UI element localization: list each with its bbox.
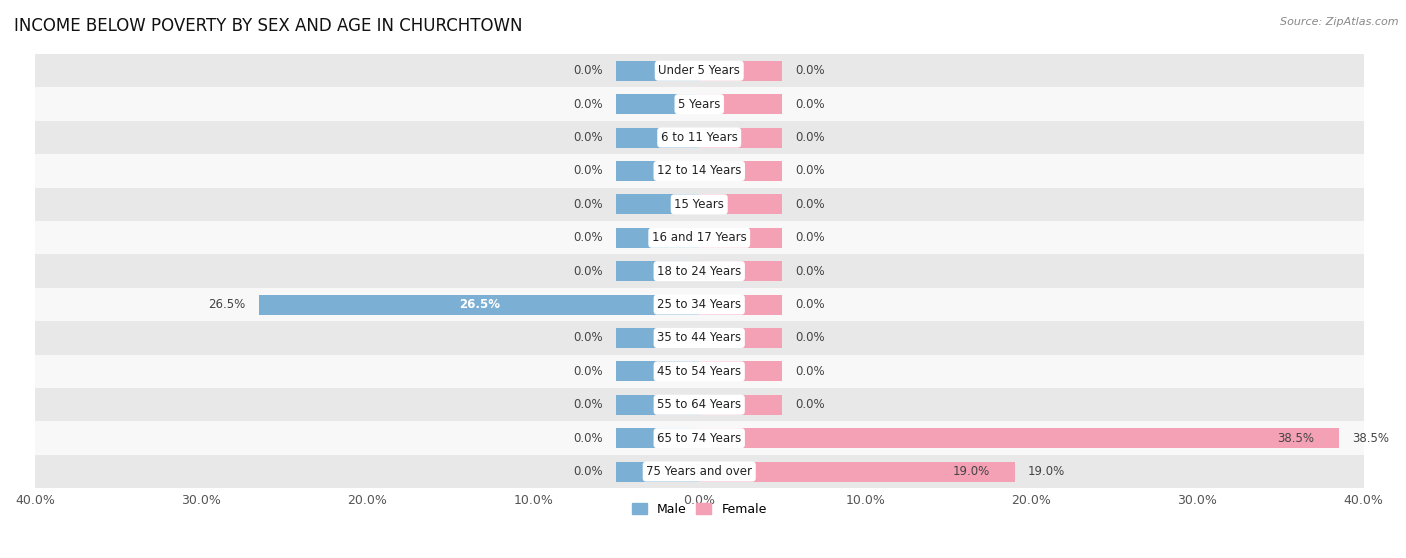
- Text: 0.0%: 0.0%: [574, 432, 603, 445]
- Text: 15 Years: 15 Years: [675, 198, 724, 211]
- Text: 19.0%: 19.0%: [953, 465, 990, 478]
- Text: 0.0%: 0.0%: [796, 98, 825, 110]
- Bar: [699, 261, 782, 281]
- Text: 75 Years and over: 75 Years and over: [647, 465, 752, 478]
- Bar: [616, 194, 699, 214]
- Bar: [616, 395, 699, 415]
- Bar: [699, 94, 782, 114]
- Bar: [35, 154, 1364, 187]
- Bar: [699, 295, 782, 315]
- Text: 0.0%: 0.0%: [574, 231, 603, 244]
- Bar: [35, 388, 1364, 421]
- Bar: [699, 194, 782, 214]
- Text: 0.0%: 0.0%: [796, 131, 825, 144]
- Bar: [616, 228, 699, 248]
- Bar: [35, 321, 1364, 355]
- Bar: [699, 362, 782, 381]
- Bar: [699, 395, 782, 415]
- Text: 0.0%: 0.0%: [796, 365, 825, 378]
- Text: 45 to 54 Years: 45 to 54 Years: [657, 365, 741, 378]
- Text: 55 to 64 Years: 55 to 64 Years: [657, 398, 741, 411]
- Bar: [616, 94, 699, 114]
- Bar: [616, 362, 699, 381]
- Bar: [699, 328, 782, 348]
- Text: 0.0%: 0.0%: [574, 198, 603, 211]
- Text: 0.0%: 0.0%: [574, 165, 603, 177]
- Text: 12 to 14 Years: 12 to 14 Years: [657, 165, 741, 177]
- Bar: [699, 461, 1015, 482]
- Bar: [35, 221, 1364, 254]
- Bar: [35, 355, 1364, 388]
- Bar: [35, 254, 1364, 288]
- Bar: [616, 428, 699, 448]
- Bar: [616, 261, 699, 281]
- Text: 25 to 34 Years: 25 to 34 Years: [657, 298, 741, 311]
- Text: 0.0%: 0.0%: [574, 64, 603, 77]
- Text: 38.5%: 38.5%: [1353, 432, 1389, 445]
- Text: 0.0%: 0.0%: [574, 131, 603, 144]
- Text: 0.0%: 0.0%: [796, 331, 825, 344]
- Bar: [616, 128, 699, 147]
- Text: 0.0%: 0.0%: [796, 398, 825, 411]
- Text: INCOME BELOW POVERTY BY SEX AND AGE IN CHURCHTOWN: INCOME BELOW POVERTY BY SEX AND AGE IN C…: [14, 17, 523, 35]
- Text: 0.0%: 0.0%: [574, 264, 603, 278]
- Text: 18 to 24 Years: 18 to 24 Years: [657, 264, 741, 278]
- Text: 0.0%: 0.0%: [574, 365, 603, 378]
- Text: 26.5%: 26.5%: [458, 298, 499, 311]
- Bar: [35, 121, 1364, 154]
- Text: 0.0%: 0.0%: [796, 64, 825, 77]
- Text: 65 to 74 Years: 65 to 74 Years: [657, 432, 741, 445]
- Bar: [35, 54, 1364, 88]
- Bar: [35, 88, 1364, 121]
- Bar: [35, 455, 1364, 488]
- Text: 0.0%: 0.0%: [796, 198, 825, 211]
- Text: 5 Years: 5 Years: [678, 98, 720, 110]
- Text: Source: ZipAtlas.com: Source: ZipAtlas.com: [1281, 17, 1399, 27]
- Bar: [699, 61, 782, 81]
- Bar: [35, 421, 1364, 455]
- Text: 0.0%: 0.0%: [796, 165, 825, 177]
- Bar: [616, 61, 699, 81]
- Bar: [616, 461, 699, 482]
- Text: 0.0%: 0.0%: [574, 331, 603, 344]
- Legend: Male, Female: Male, Female: [627, 498, 772, 521]
- Bar: [699, 161, 782, 181]
- Text: 19.0%: 19.0%: [1028, 465, 1066, 478]
- Text: 0.0%: 0.0%: [796, 231, 825, 244]
- Text: 0.0%: 0.0%: [796, 298, 825, 311]
- Text: 26.5%: 26.5%: [208, 298, 246, 311]
- Text: 0.0%: 0.0%: [796, 264, 825, 278]
- Bar: [616, 161, 699, 181]
- Bar: [699, 128, 782, 147]
- Bar: [699, 228, 782, 248]
- Text: 0.0%: 0.0%: [574, 398, 603, 411]
- Bar: [699, 428, 1339, 448]
- Text: 35 to 44 Years: 35 to 44 Years: [657, 331, 741, 344]
- Text: 0.0%: 0.0%: [574, 98, 603, 110]
- Text: 16 and 17 Years: 16 and 17 Years: [652, 231, 747, 244]
- Bar: [616, 328, 699, 348]
- Bar: [35, 187, 1364, 221]
- Text: 38.5%: 38.5%: [1277, 432, 1313, 445]
- Bar: [259, 295, 699, 315]
- Text: Under 5 Years: Under 5 Years: [658, 64, 740, 77]
- Text: 0.0%: 0.0%: [574, 465, 603, 478]
- Bar: [35, 288, 1364, 321]
- Text: 6 to 11 Years: 6 to 11 Years: [661, 131, 738, 144]
